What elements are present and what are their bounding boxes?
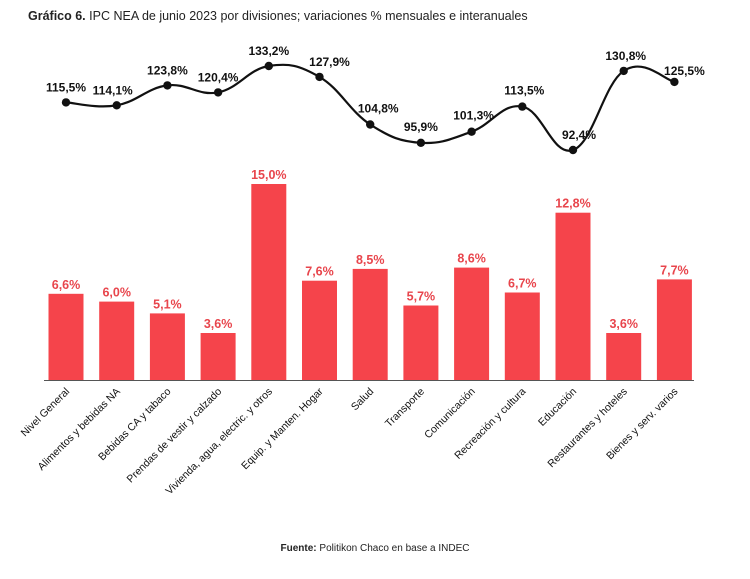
bar-5 (302, 280, 337, 380)
category-label-0: Nivel General (19, 386, 72, 439)
bar-label-0: 6,6% (52, 278, 81, 292)
line-label-7: 95,9% (404, 120, 438, 134)
category-label-3: Prendas de vestir y calzado (125, 386, 225, 486)
line-label-10: 92,4% (562, 128, 596, 142)
line-point-4 (264, 61, 273, 71)
bar-label-11: 3,6% (609, 317, 638, 331)
line-point-2 (163, 81, 172, 90)
bar-7 (403, 305, 439, 380)
bar-label-2: 5,1% (153, 297, 182, 311)
bar-11 (606, 333, 642, 380)
bar-0 (48, 293, 84, 380)
line-label-4: 133,2% (248, 44, 289, 58)
bar-9 (504, 292, 540, 380)
bar-3 (200, 333, 236, 380)
category-label-1: Alimentos y bebidas NA (36, 386, 123, 473)
bar-label-4: 15,0% (251, 168, 286, 182)
bar-label-1: 6,0% (102, 286, 131, 300)
bar-label-6: 8,5% (356, 253, 385, 267)
line-label-6: 104,8% (358, 102, 399, 116)
bar-2 (149, 313, 185, 380)
source-prefix: Fuente: (280, 543, 317, 554)
bar-label-3: 3,6% (204, 317, 233, 331)
line-label-12: 125,5% (664, 64, 705, 78)
line-label-9: 113,5% (504, 84, 544, 98)
category-label-4: Vivienda, agua, electric. y otros (163, 386, 275, 498)
bar-label-10: 12,8% (555, 197, 590, 211)
line-point-9 (518, 102, 527, 111)
chart-title-text: IPC NEA de junio 2023 por divisiones; va… (85, 9, 528, 23)
bar-label-8: 8,6% (457, 252, 486, 266)
bar-label-9: 6,7% (508, 277, 537, 291)
category-label-5: Equip. y Manten. Hogar (239, 385, 326, 472)
bar-label-5: 7,6% (305, 265, 334, 279)
category-label-10: Educación (536, 386, 579, 429)
line-label-2: 123,8% (147, 63, 188, 77)
bar-12 (656, 279, 692, 380)
line-label-3: 120,4% (198, 70, 239, 84)
line-point-1 (112, 101, 121, 110)
line-point-12 (670, 77, 679, 87)
bar-8 (454, 267, 490, 380)
line-point-0 (61, 98, 71, 107)
line-point-10 (568, 145, 578, 155)
bar-label-7: 5,7% (407, 290, 436, 304)
line-label-0: 115,5% (46, 80, 86, 94)
bar-6 (352, 268, 388, 380)
bar-4 (251, 184, 287, 380)
category-label-7: Transporte (383, 386, 427, 430)
category-label-8: Comunicación (422, 386, 478, 442)
line-point-7 (416, 138, 426, 147)
line-point-6 (366, 120, 375, 129)
line-label-5: 127,9% (309, 55, 350, 69)
chart-title: Gráfico 6. IPC NEA de junio 2023 por div… (28, 9, 528, 23)
bar-label-12: 7,7% (660, 263, 689, 277)
line-label-1: 114,1% (93, 83, 133, 97)
line-point-8 (467, 127, 476, 136)
bar-10 (555, 212, 591, 380)
line-point-3 (213, 88, 223, 97)
line-point-11 (619, 66, 628, 76)
source-text: Politikon Chaco en base a INDEC (316, 543, 470, 554)
category-label-6: Salud (349, 386, 377, 414)
bar-1 (99, 301, 135, 380)
chart-title-prefix: Gráfico 6. (28, 9, 86, 23)
line-point-5 (315, 72, 324, 82)
line-label-11: 130,8% (605, 49, 646, 63)
line-label-8: 101,3% (453, 109, 494, 123)
chart-source: Fuente: Politikon Chaco en base a INDEC (0, 543, 750, 554)
